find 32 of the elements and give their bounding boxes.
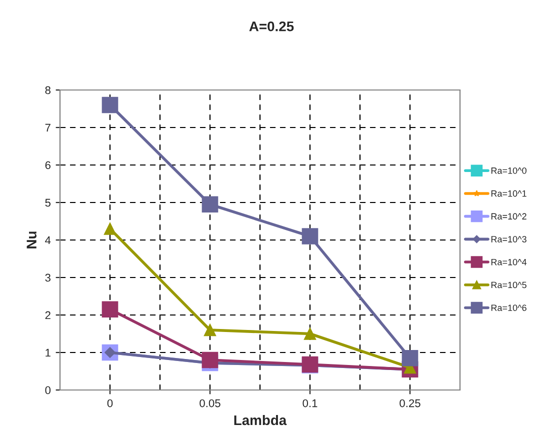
y-tick-label: 7 <box>45 124 50 132</box>
point <box>104 222 116 235</box>
legend-label: Ra=10^5 <box>491 282 526 288</box>
x-tick-label: 0.05 <box>200 399 220 408</box>
point <box>204 324 216 336</box>
y-tick-label: 3 <box>45 274 50 282</box>
point <box>402 350 418 366</box>
legend-label: Ra=10^6 <box>491 304 526 312</box>
y-tick-label: 0 <box>45 386 51 394</box>
legend-label: Ra=10^0 <box>491 167 526 174</box>
point <box>304 328 316 340</box>
point <box>302 228 318 244</box>
point <box>102 96 118 114</box>
x-tick-label: 0.1 <box>302 399 318 408</box>
chart-title: A=0.25 <box>249 21 294 32</box>
y-tick-label: 1 <box>46 348 50 357</box>
legend-label: Ra=10^2 <box>491 213 526 220</box>
legend-label: Ra=10^1 <box>491 190 526 197</box>
legend-label: Ra=10^3 <box>491 236 526 242</box>
point <box>202 196 218 213</box>
legend-label: Ra=10^4 <box>491 258 527 266</box>
x-tick-label: 0.25 <box>400 399 420 408</box>
x-tick-label: 0 <box>107 399 113 408</box>
x-axis-title: Lambda <box>234 414 287 426</box>
y-tick-label: 5 <box>45 198 51 207</box>
y-tick-label: 2 <box>45 311 50 320</box>
y-tick-label: 8 <box>45 86 50 94</box>
y-tick-label: 6 <box>45 161 50 170</box>
point <box>202 352 218 368</box>
y-axis-title: Nu <box>26 232 36 248</box>
y-tick-label: 4 <box>45 236 51 244</box>
point <box>102 301 118 318</box>
